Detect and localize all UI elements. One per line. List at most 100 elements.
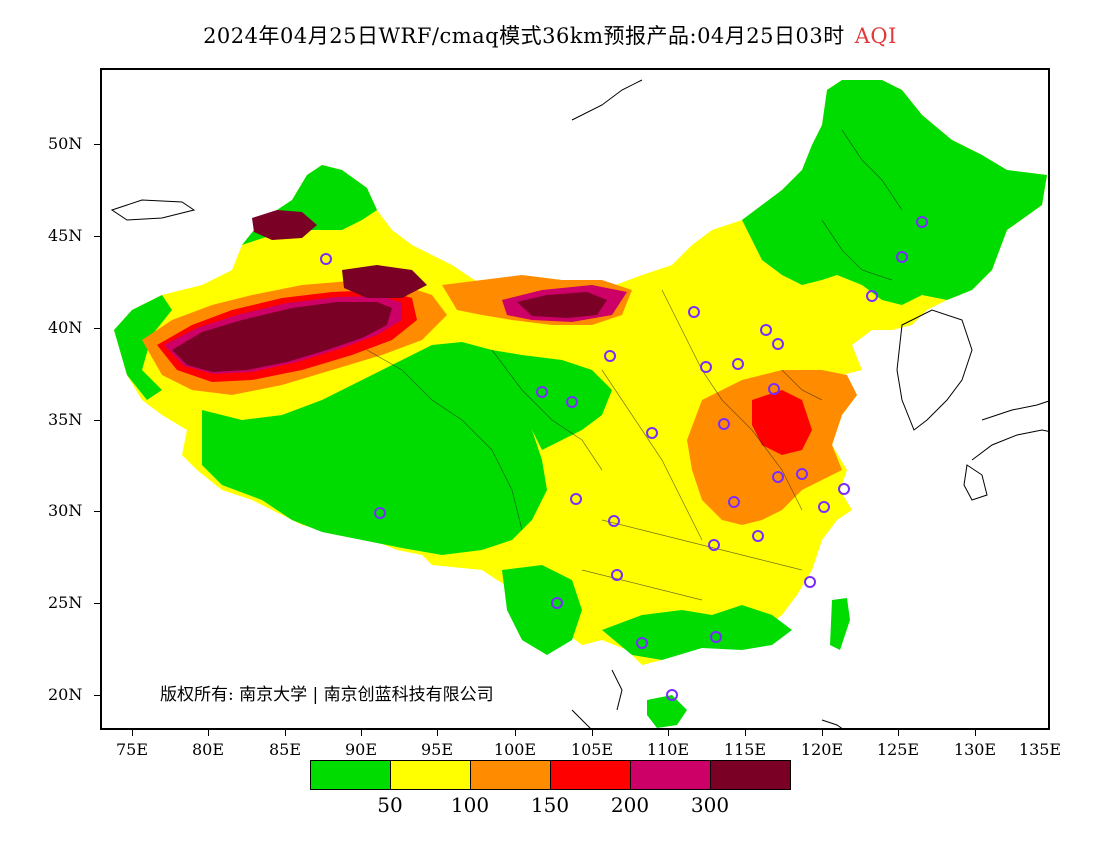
lon-label: 80E xyxy=(191,740,225,759)
green-zone-northeast xyxy=(742,80,1047,305)
lon-label: 120E xyxy=(800,740,844,759)
lon-tick xyxy=(975,730,976,736)
province-borders xyxy=(366,129,903,601)
station-marker xyxy=(752,530,764,542)
station-marker xyxy=(374,507,386,519)
station-marker xyxy=(916,216,928,228)
legend-swatch-purple xyxy=(630,760,711,790)
station-marker xyxy=(320,253,332,265)
station-marker xyxy=(666,689,678,701)
station-marker xyxy=(768,383,780,395)
maroon-zone-gansu xyxy=(342,265,427,298)
station-marker xyxy=(536,386,548,398)
lon-tick xyxy=(668,730,669,736)
lon-label: 115E xyxy=(723,740,767,759)
station-markers xyxy=(320,216,928,701)
lat-label: 40N xyxy=(48,318,83,337)
map-title: 2024年04月25日WRF/cmaq模式36km预报产品:04月25日03时 A… xyxy=(0,20,1100,50)
lon-label: 110E xyxy=(646,740,690,759)
lat-tick xyxy=(94,511,100,512)
lon-tick xyxy=(361,730,362,736)
aqi-legend xyxy=(310,760,792,792)
green-zone-yunnan xyxy=(502,565,582,655)
station-marker xyxy=(896,251,908,263)
legend-label: 200 xyxy=(610,793,650,817)
station-marker xyxy=(732,358,744,370)
station-marker xyxy=(700,361,712,373)
kyushu-coastline xyxy=(963,464,988,501)
station-marker xyxy=(772,471,784,483)
legend-label: 50 xyxy=(377,793,403,817)
lon-tick xyxy=(822,730,823,736)
lat-label: 30N xyxy=(48,501,83,520)
station-marker xyxy=(611,569,623,581)
lat-label: 50N xyxy=(48,134,83,153)
lat-tick xyxy=(94,236,100,237)
station-marker xyxy=(688,306,700,318)
legend-swatch-red xyxy=(550,760,631,790)
station-marker xyxy=(708,539,720,551)
green-zone-qinghai xyxy=(492,350,612,450)
legend-swatch-maroon xyxy=(710,760,791,790)
map-panel xyxy=(100,68,1050,730)
legend-label: 300 xyxy=(690,793,730,817)
russia-coastline xyxy=(571,79,643,121)
station-marker xyxy=(570,493,582,505)
japan-coastline xyxy=(981,400,1048,421)
station-marker xyxy=(646,427,658,439)
station-marker xyxy=(772,338,784,350)
lat-tick xyxy=(94,603,100,604)
lon-tick xyxy=(592,730,593,736)
map-title-variable: AQI xyxy=(854,24,897,48)
station-marker xyxy=(760,324,772,336)
philippines-coastline xyxy=(821,719,843,728)
green-zone-tibet xyxy=(202,342,547,555)
station-marker xyxy=(718,418,730,430)
map-title-main: 2024年04月25日WRF/cmaq模式36km预报产品:04月25日03时 xyxy=(203,24,845,48)
lat-label: 25N xyxy=(48,593,83,612)
station-marker xyxy=(796,468,808,480)
japan-south-coastline xyxy=(971,429,1048,461)
maroon-zone-inner-mongolia xyxy=(517,292,607,318)
lon-label: 135E xyxy=(1018,740,1062,759)
station-marker xyxy=(566,396,578,408)
lon-tick xyxy=(898,730,899,736)
green-zone-guangxi-guangdong xyxy=(602,605,792,660)
lon-label: 105E xyxy=(570,740,614,759)
indochina-coastline xyxy=(571,669,623,728)
maroon-zone-taklamakan xyxy=(172,302,392,372)
green-zone-hainan xyxy=(647,695,687,728)
legend-swatch-yellow xyxy=(390,760,471,790)
lat-tick xyxy=(94,695,100,696)
legend-swatch-orange xyxy=(470,760,551,790)
station-marker xyxy=(866,290,878,302)
lon-tick xyxy=(437,730,438,736)
station-marker xyxy=(818,501,830,513)
lon-tick xyxy=(285,730,286,736)
lon-label: 75E xyxy=(115,740,149,759)
lon-label: 125E xyxy=(876,740,920,759)
lon-label: 90E xyxy=(344,740,378,759)
legend-label: 100 xyxy=(450,793,490,817)
lat-label: 35N xyxy=(48,410,83,429)
station-marker xyxy=(608,515,620,527)
lon-tick xyxy=(132,730,133,736)
copyright-notice: 版权所有: 南京大学 | 南京创蓝科技有限公司 xyxy=(160,685,494,705)
lat-tick xyxy=(94,328,100,329)
lon-label: 85E xyxy=(268,740,302,759)
station-marker xyxy=(636,637,648,649)
red-zone-north-china xyxy=(752,390,812,455)
maroon-zone-junggar xyxy=(252,210,317,240)
lon-tick xyxy=(208,730,209,736)
station-marker xyxy=(804,576,816,588)
lat-label: 20N xyxy=(48,685,83,704)
lon-label: 95E xyxy=(420,740,454,759)
aqi-map xyxy=(110,79,1048,728)
lon-label: 100E xyxy=(493,740,537,759)
station-marker xyxy=(604,350,616,362)
korea-coastline xyxy=(896,309,973,431)
lat-tick xyxy=(94,144,100,145)
station-marker xyxy=(728,496,740,508)
station-marker xyxy=(551,597,563,609)
lat-tick xyxy=(94,420,100,421)
